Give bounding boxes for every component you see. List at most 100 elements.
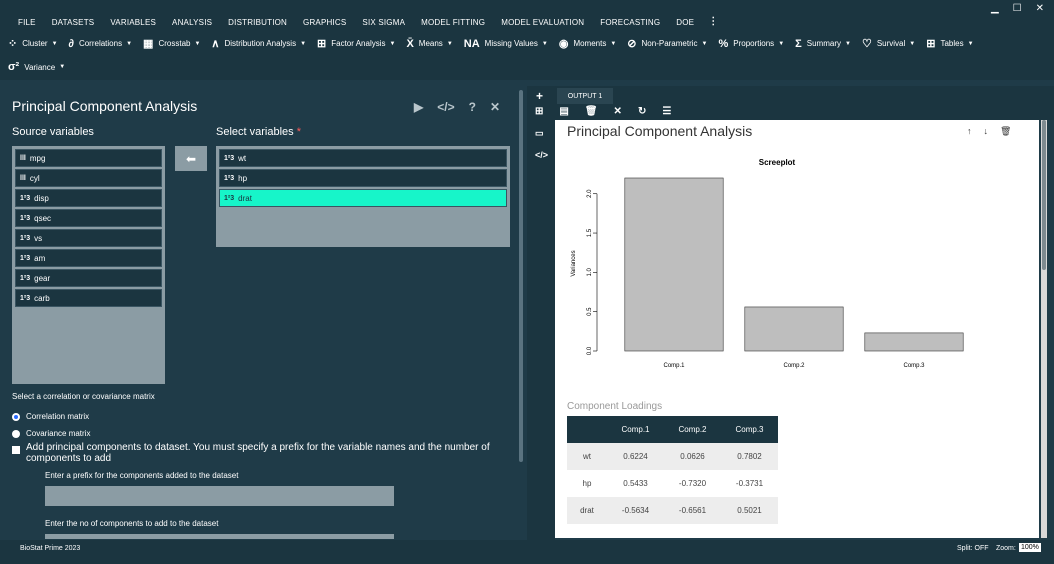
required-mark: * [296,126,301,138]
survival-icon: ♡ [861,38,872,50]
refresh-icon[interactable]: ↻ [637,106,647,117]
tool-distribution-analysis[interactable]: ∧ Distribution Analysis ▼ [211,37,306,50]
add-components-checkbox[interactable]: Add principal components to dataset. You… [12,442,512,464]
tool-variance[interactable]: σ² Variance ▼ [8,61,65,73]
tool-summary[interactable]: Σ Summary ▼ [795,38,851,50]
dialog-scrollbar[interactable] [519,90,523,462]
ncomp-input[interactable] [45,534,394,539]
y-tick-label: 1.0 [587,268,593,277]
radio-covariance-matrix[interactable]: Covariance matrix [12,429,90,438]
tool-means[interactable]: X̄ Means ▼ [406,38,452,50]
analysis-toolbar: ⁘ Cluster ▼ ∂ Correlations ▼ ▦ Crosstab ▼ ∧ Distri… [0,34,1054,80]
source-var-item-mpg[interactable]: lll mpg [15,149,162,167]
menu-doe[interactable]: DOE [676,18,695,27]
tool-crosstab[interactable]: ▦ Crosstab ▼ [143,37,200,50]
tool-survival[interactable]: ♡ Survival ▼ [862,37,915,50]
maximize-icon[interactable]: ☐ [1012,3,1022,14]
tool-non-parametric[interactable]: ⊘ Non-Parametric ▼ [627,37,707,50]
delete-output-icon[interactable]: 🗑 [584,106,598,117]
distribution-icon: ∧ [211,38,220,50]
proportions-icon: % [718,37,729,50]
new-output-icon[interactable]: ⊞ [535,106,544,117]
add-tab-icon[interactable]: + [536,89,544,103]
list-icon[interactable]: ☰ [662,106,672,117]
menu-six-sigma[interactable]: SIX SIGMA [362,18,406,27]
tool-tables[interactable]: ⊞ Tables ▼ [926,37,973,50]
tool-missing-values[interactable]: NA Missing Values ▼ [464,38,548,50]
loadings-cell: 0.5021 [721,497,778,524]
numeric-type-icon: 1²3 [20,274,31,282]
output-item-controls: ↑ ↓ 🗑 [967,126,1011,137]
minimize-icon[interactable]: ▁ [990,3,999,14]
menu-graphics[interactable]: GRAPHICS [303,18,347,27]
radio-correlation-dot[interactable] [12,412,20,421]
menu-variables[interactable]: VARIABLES [110,18,157,27]
tool-label: Proportions [733,39,775,48]
source-var-item-disp[interactable]: 1²3 disp [15,189,162,207]
caret-down-icon: ▼ [194,40,201,47]
tool-proportions[interactable]: % Proportions ▼ [718,38,784,50]
source-variables-list[interactable]: lll mpg lll cyl 1²3 disp 1²3 qsec 1²3 vs 1²3 am 1²3 g… [12,146,165,384]
chart-title: Screeplot [759,158,796,167]
zoom-value[interactable]: 100% [1019,543,1041,552]
selected-variables-list[interactable]: 1²3 wt 1²3 hp 1²3 drat [216,146,510,247]
tool-label: Cluster [22,39,48,48]
output-scrollbar-thumb[interactable] [1042,120,1046,270]
run-icon[interactable]: ▶ [414,100,424,114]
caret-down-icon: ▼ [844,40,851,47]
split-status[interactable]: Split: OFF [957,545,989,552]
menu-model-fitting[interactable]: MODEL FITTING [421,18,486,27]
variable-name: disp [34,193,49,203]
tool-moments[interactable]: ◉ Moments ▼ [559,37,616,50]
source-var-item-vs[interactable]: 1²3 vs [15,229,162,247]
delete-item-icon[interactable]: 🗑 [1000,126,1012,136]
close-window-icon[interactable]: ✕ [1035,3,1044,14]
selected-var-item-drat[interactable]: 1²3 drat [219,189,507,207]
tool-correlations[interactable]: ∂ Correlations ▼ [69,38,133,50]
radio-correlation-matrix[interactable]: Correlation matrix [12,412,89,421]
menu-forecasting[interactable]: FORECASTING [600,18,661,27]
radio-covariance-dot[interactable] [12,429,20,438]
loadings-cell: -0.6561 [664,497,721,524]
code-icon[interactable]: </> [437,100,455,114]
prefix-input[interactable] [45,486,394,506]
tool-cluster[interactable]: ⁘ Cluster ▼ [8,37,58,50]
arrow-left-icon: ⬅ [185,151,197,166]
window-icon[interactable]: ▭ [535,128,544,138]
loadings-cell: 0.6224 [607,443,664,470]
help-icon[interactable]: ? [468,100,476,114]
source-var-item-carb[interactable]: 1²3 carb [15,289,162,307]
table-row: drat -0.5634 -0.6561 0.5021 [567,497,778,524]
loadings-header-cell: Comp.1 [607,416,664,443]
moments-icon: ◉ [558,38,569,50]
source-var-item-gear[interactable]: 1²3 gear [15,269,162,287]
summary-icon: Σ [795,37,802,50]
more-menu-icon[interactable]: ⋮ [708,16,719,27]
menu-distribution[interactable]: DISTRIBUTION [228,18,288,27]
menu-file[interactable]: FILE [18,18,36,27]
move-up-icon[interactable]: ↑ [967,126,972,136]
factor-type-icon: lll [20,174,26,182]
tool-factor-analysis[interactable]: ⊞ Factor Analysis ▼ [317,37,395,50]
means-icon: X̄ [406,37,414,50]
selected-var-item-hp[interactable]: 1²3 hp [219,169,507,187]
clear-icon[interactable]: ✕ [613,106,622,117]
syntax-icon[interactable]: </> [535,150,549,160]
source-var-item-qsec[interactable]: 1²3 qsec [15,209,162,227]
caret-down-icon: ▼ [59,64,66,70]
tool-label: Moments [573,39,607,48]
loadings-cell: 0.7802 [721,443,778,470]
output-scrollbar[interactable] [1041,120,1047,538]
menu-analysis[interactable]: ANALYSIS [172,18,213,27]
add-components-box[interactable] [12,446,20,454]
menu-datasets[interactable]: DATASETS [51,18,95,27]
selected-var-item-wt[interactable]: 1²3 wt [219,149,507,167]
source-var-item-am[interactable]: 1²3 am [15,249,162,267]
tab-output-1[interactable]: OUTPUT 1 [557,88,613,104]
menu-model-evaluation[interactable]: MODEL EVALUATION [501,18,585,27]
save-output-icon[interactable]: ▤ [559,106,569,117]
close-dialog-icon[interactable]: ✕ [489,100,500,114]
source-var-item-cyl[interactable]: lll cyl [15,169,162,187]
move-down-icon[interactable]: ↓ [983,126,989,136]
move-left-button[interactable]: ⬅ [175,146,207,171]
